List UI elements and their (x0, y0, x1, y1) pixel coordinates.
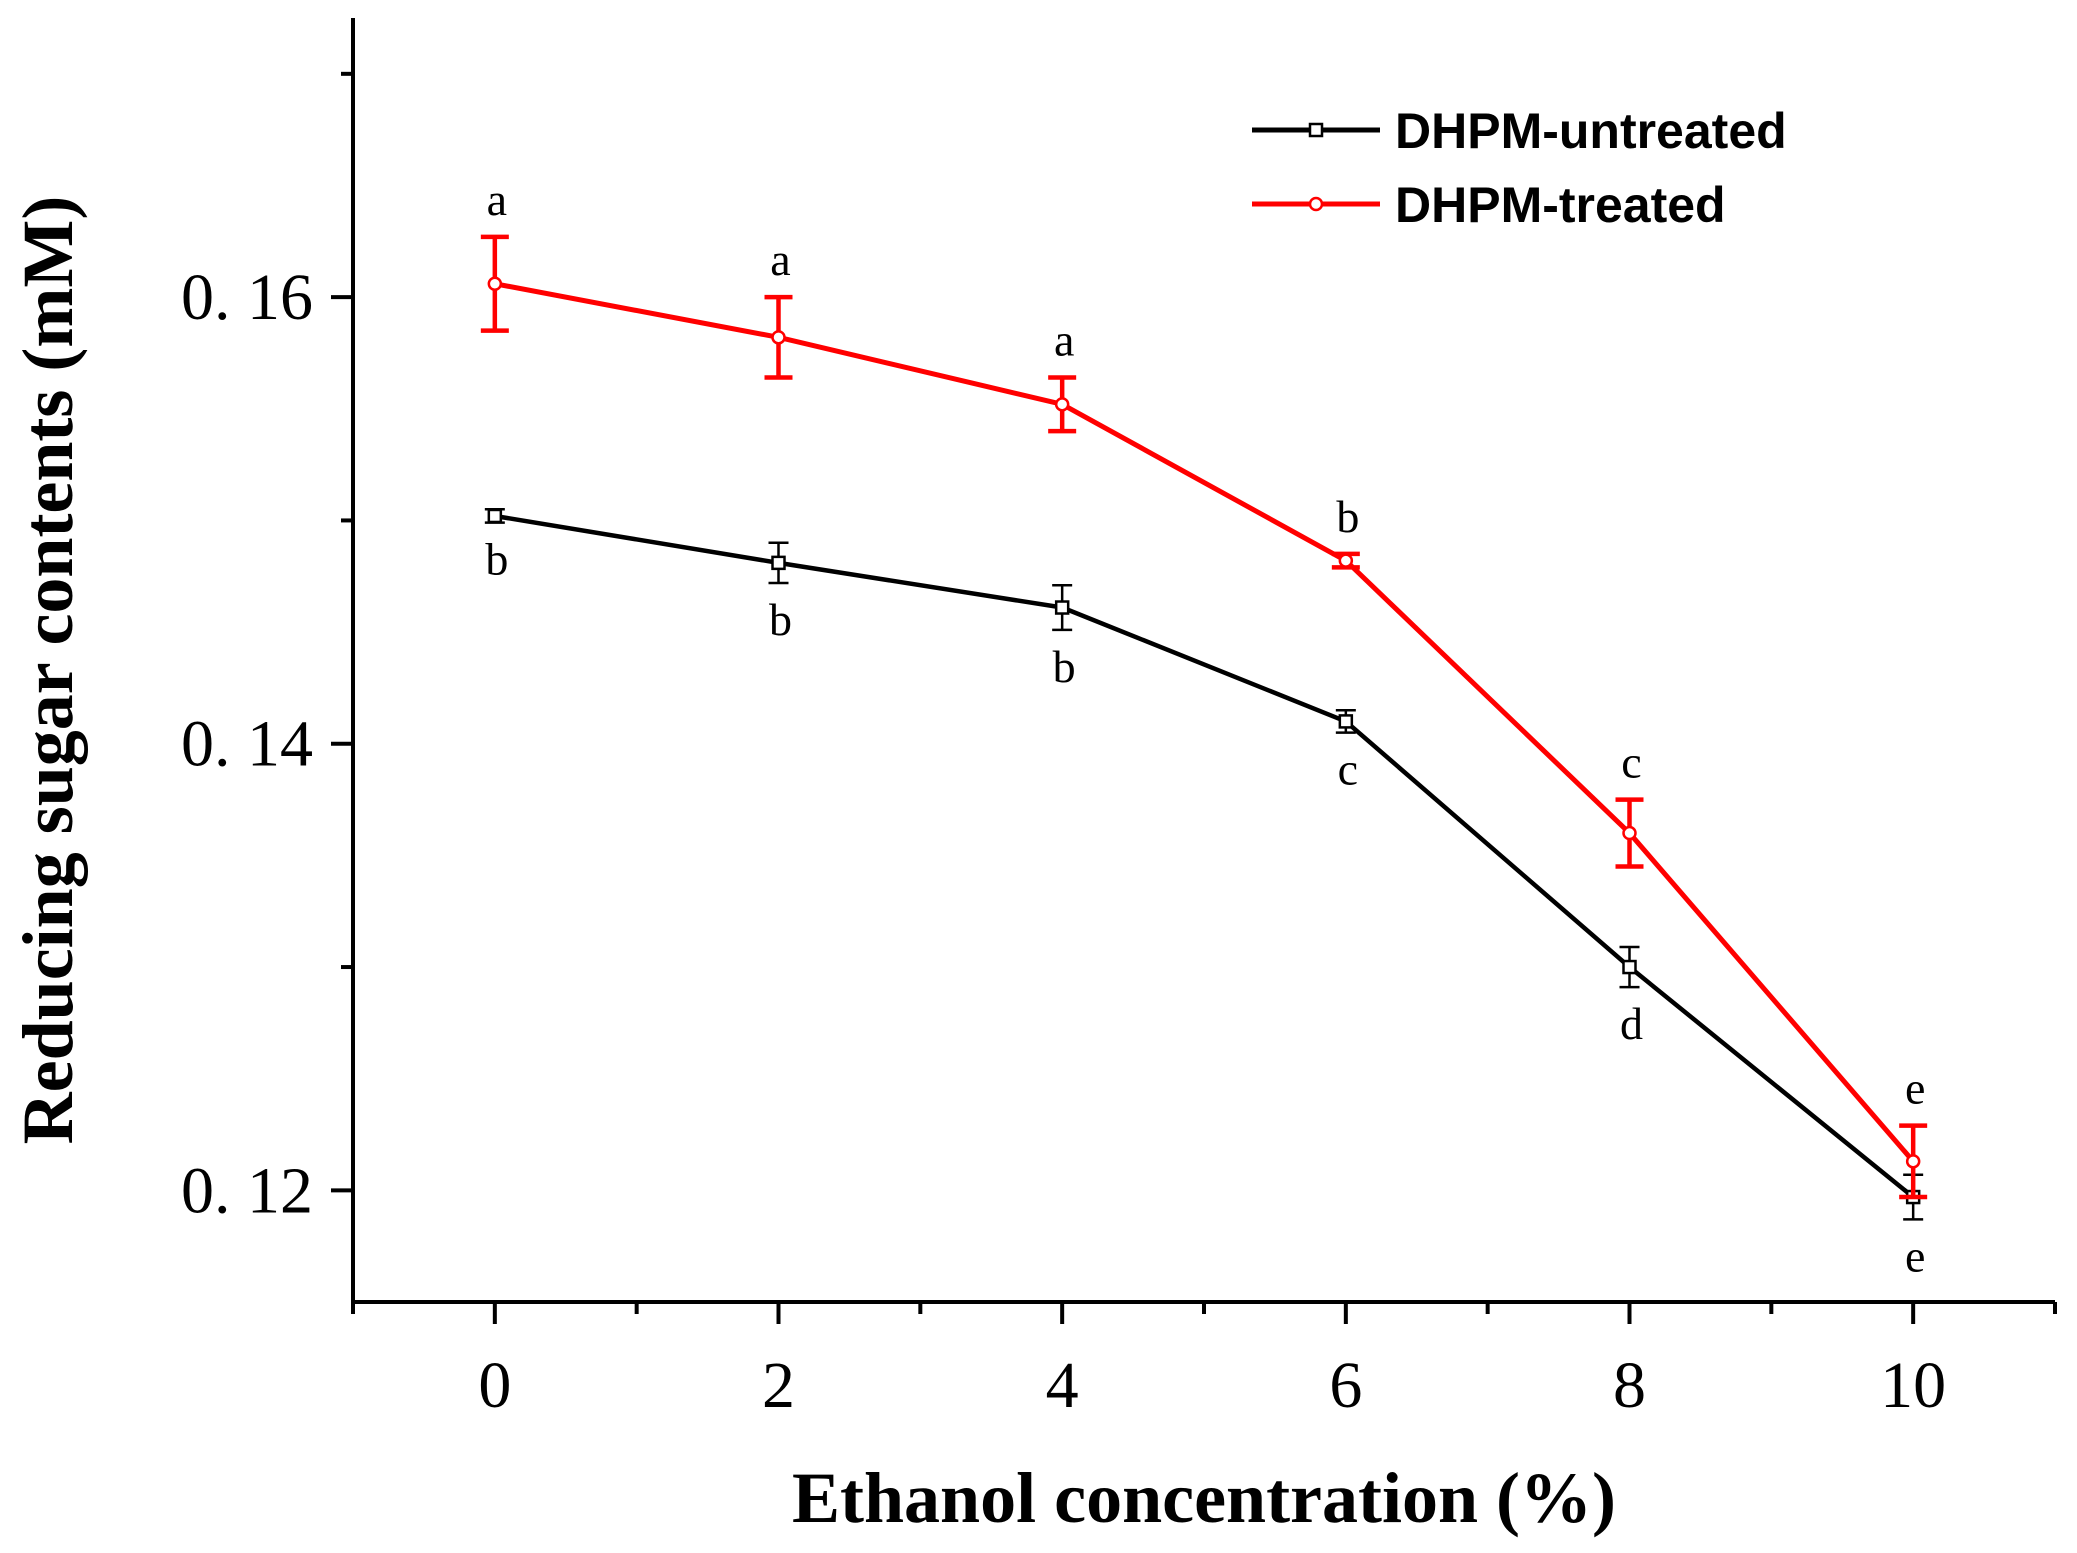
y-tick-label: 0. 14 (181, 708, 313, 781)
axes: 0 2 4 6 8 10 0. 12 0. 14 0. 16 (181, 18, 2057, 1422)
y-axis-title: Reducing sugar contents (mM) (8, 196, 88, 1145)
data-point-marker (1622, 825, 1637, 841)
significance-label: b (1336, 491, 1359, 542)
x-tick-label: 10 (1880, 1349, 1946, 1422)
data-point-marker (1905, 1154, 1921, 1169)
data-point-marker (771, 555, 786, 571)
series-DHPM-untreated: b b b c d e (484, 508, 1925, 1281)
significance-label: b (1053, 641, 1076, 692)
y-axis-ticks: 0. 12 0. 14 0. 16 (181, 71, 353, 1227)
data-point-marker (1338, 714, 1354, 729)
legend-label: DHPM-untreated (1395, 103, 1787, 159)
data-point-marker (487, 276, 503, 291)
y-tick-label: 0. 12 (181, 1154, 313, 1227)
significance-label: b (485, 534, 508, 585)
x-tick-label: 6 (1329, 1349, 1362, 1422)
series-line (494, 513, 1915, 1199)
x-tick-label: 4 (1046, 1349, 1079, 1422)
data-point-marker (1622, 959, 1637, 975)
x-axis-title: Ethanol concentration (%) (792, 1458, 1616, 1538)
x-axis-ticks: 0 2 4 6 8 10 (351, 1302, 2057, 1422)
legend-item: DHPM-treated (1252, 177, 1726, 233)
significance-label: e (1905, 1230, 1925, 1281)
series-line (494, 281, 1916, 1163)
legend-label: DHPM-treated (1395, 177, 1726, 233)
legend-marker (1308, 122, 1324, 138)
significance-label: a (487, 174, 507, 225)
significance-label: d (1620, 998, 1643, 1049)
x-tick-label: 2 (762, 1349, 795, 1422)
data-point-marker (1338, 553, 1354, 568)
significance-label: a (770, 234, 790, 285)
series-DHPM-treated: a a a b c e (480, 174, 1928, 1200)
x-tick-label: 0 (478, 1349, 511, 1422)
legend-item: DHPM-untreated (1252, 103, 1787, 159)
significance-label: c (1338, 744, 1358, 795)
significance-label: b (769, 594, 792, 645)
significance-label: e (1905, 1063, 1925, 1114)
legend-marker (1308, 196, 1324, 212)
data-point-marker (1054, 600, 1070, 615)
significance-label: c (1621, 737, 1641, 788)
data-point-marker (487, 508, 503, 524)
y-tick-label: 0. 16 (181, 261, 313, 334)
x-tick-label: 8 (1613, 1349, 1646, 1422)
data-point-marker (1054, 397, 1070, 412)
legend: DHPM-untreated DHPM-treated (1252, 103, 1787, 233)
series-group: b b b c d e a a a b c e (480, 174, 1928, 1281)
data-point-marker (771, 330, 786, 345)
significance-label: a (1054, 315, 1074, 366)
